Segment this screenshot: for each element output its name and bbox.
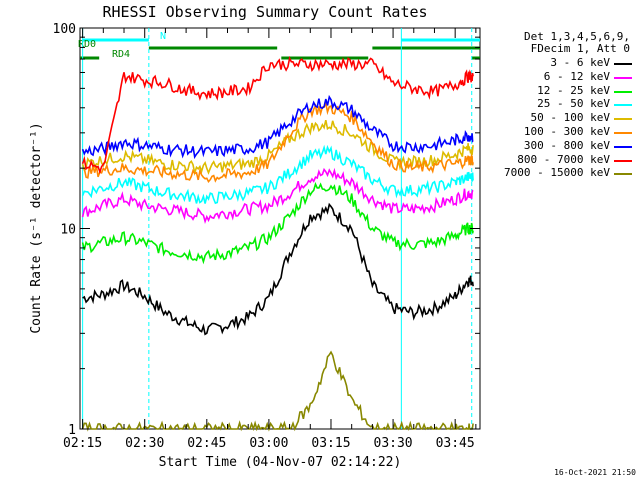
series-line-0 [82, 202, 474, 336]
legend-entry-swatch [614, 173, 632, 176]
footer-timestamp: 16-Oct-2021 21:50 [554, 468, 636, 477]
x-tick-label: 02:30 [125, 436, 164, 451]
legend-entry-swatch [614, 145, 632, 148]
legend-entry-label: 800 - 7000 keV [517, 152, 610, 166]
y-tick-label: 100 [53, 22, 76, 37]
flag-rd4-label: RD4 [112, 49, 130, 60]
x-tick-label: 03:00 [249, 436, 288, 451]
legend-entry-label: 25 - 50 keV [537, 97, 610, 111]
series-line-2 [81, 181, 474, 265]
legend-entry-swatch [614, 63, 632, 65]
flag-rd0-label: RD0 [78, 39, 96, 50]
x-tick-label: 03:15 [311, 436, 350, 451]
y-axis: 1 10 100 [53, 22, 480, 438]
legend-entry-swatch [614, 118, 632, 121]
series-line-4 [81, 120, 474, 177]
flag-n-label: N [160, 31, 166, 42]
legend-entry-label: 6 - 12 keV [543, 69, 610, 83]
x-tick-label: 03:30 [374, 436, 413, 451]
legend-entry-swatch [614, 76, 632, 79]
legend-entry-swatch [614, 159, 632, 162]
legend-header-line-2: FDecim 1, Att 0 [530, 42, 630, 55]
legend-header-line-1: Det 1,3,4,5,6,9, [524, 30, 630, 43]
series-line-5 [82, 100, 474, 183]
legend-entry-label: 7000 - 15000 keV [504, 166, 610, 180]
legend-entry-swatch [614, 90, 632, 93]
series-line-1 [81, 167, 474, 225]
x-axis: 02:15 02:30 02:45 03:00 03:15 03:30 03:45 [63, 28, 477, 451]
y-axis-label: Count Rate (s⁻¹ detector⁻¹) [29, 122, 44, 333]
x-axis-label: Start Time (04-Nov-07 02:14:22) [159, 455, 402, 470]
series-line-3 [81, 144, 474, 205]
chart-title: RHESSI Observing Summary Count Rates [102, 3, 427, 21]
series-group [81, 55, 474, 432]
flag-bars: N RD0 RD4 [78, 31, 480, 60]
x-tick-label: 02:45 [187, 436, 226, 451]
legend-entry-label: 12 - 25 keV [537, 83, 610, 97]
x-tick-label: 02:15 [63, 436, 102, 451]
legend-entry-label: 50 - 100 keV [530, 111, 610, 125]
legend-entry-label: 3 - 6 keV [550, 56, 610, 69]
legend-entry-swatch [614, 132, 632, 134]
series-line-6 [81, 94, 474, 160]
x-tick-label: 03:45 [436, 436, 475, 451]
y-tick-label: 10 [60, 223, 76, 238]
legend-entry-label: 300 - 800 keV [523, 138, 610, 152]
series-line-8 [81, 350, 474, 432]
legend-entry-swatch [614, 104, 632, 107]
series-line-7 [81, 55, 474, 175]
y-tick-label: 1 [68, 423, 76, 438]
vertical-markers [82, 28, 473, 429]
legend-entry-label: 100 - 300 keV [523, 125, 610, 138]
